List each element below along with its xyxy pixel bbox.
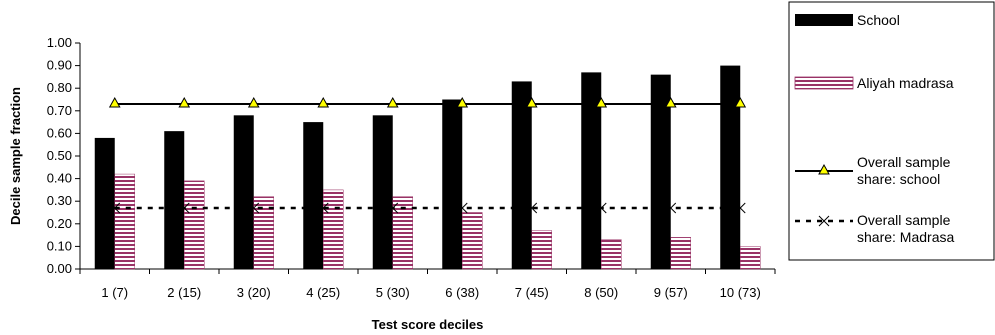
legend-marker-madrasa <box>818 215 830 227</box>
bar-school <box>442 99 463 269</box>
bar-madrasa <box>531 230 552 270</box>
x-tick-label: 1 (7) <box>101 285 128 300</box>
bar-madrasa <box>670 237 691 270</box>
x-axis-title: Test score deciles <box>372 317 484 332</box>
y-tick-label: 0.90 <box>47 58 72 73</box>
marker-overall-madrasa <box>109 202 121 214</box>
bar-school <box>233 115 254 269</box>
marker-overall-school <box>247 96 260 108</box>
y-tick-label: 0.10 <box>47 238 72 253</box>
legend-box <box>788 1 995 261</box>
marker-overall-madrasa <box>178 202 190 214</box>
x-tick-label: 6 (38) <box>445 285 479 300</box>
marker-overall-school <box>178 96 191 108</box>
legend-label-overall-madrasa-2: share: Madrasa <box>857 229 954 245</box>
x-tick-label: 5 (30) <box>376 285 410 300</box>
marker-overall-school <box>386 96 399 108</box>
y-tick-label: 0.70 <box>47 103 72 118</box>
marker-overall-madrasa <box>456 202 468 214</box>
y-tick-label: 0.00 <box>47 261 72 276</box>
x-tick-label: 4 (25) <box>306 285 340 300</box>
bar-school <box>372 115 393 269</box>
legend-marker-school <box>818 163 830 175</box>
legend-label-school: School <box>857 12 900 28</box>
x-tick-label: 2 (15) <box>167 285 201 300</box>
bar-madrasa <box>740 246 761 270</box>
y-axis-title: Decile sample fraction <box>8 87 23 225</box>
bar-school <box>581 72 602 269</box>
x-tick-label: 10 (73) <box>720 285 761 300</box>
marker-overall-madrasa <box>526 202 538 214</box>
bar-school <box>511 81 532 269</box>
bar-school <box>303 122 324 269</box>
legend-label-overall-madrasa-1: Overall sample <box>857 212 951 228</box>
marker-overall-school <box>595 96 608 108</box>
x-tick-label: 8 (50) <box>584 285 618 300</box>
bar-madrasa <box>323 189 344 270</box>
bar-school <box>164 131 185 269</box>
y-tick-label: 0.40 <box>47 171 72 186</box>
x-tick-label: 3 (20) <box>237 285 271 300</box>
marker-overall-school <box>317 96 330 108</box>
legend-label-overall-school-2: share: school <box>857 171 940 187</box>
bar-madrasa <box>114 173 135 270</box>
bar-madrasa <box>392 196 413 270</box>
bar-school <box>650 74 671 269</box>
y-tick-label: 0.20 <box>47 216 72 231</box>
y-tick-label: 1.00 <box>47 35 72 50</box>
x-tick-label: 7 (45) <box>515 285 549 300</box>
y-tick-label: 0.30 <box>47 193 72 208</box>
legend-label-madrasa: Aliyah madrasa <box>857 75 954 91</box>
marker-overall-school <box>664 96 677 108</box>
marker-overall-madrasa <box>734 202 746 214</box>
bar-madrasa <box>184 180 205 270</box>
marker-overall-school <box>525 96 538 108</box>
bar-madrasa <box>601 239 622 270</box>
y-tick-label: 0.50 <box>47 148 72 163</box>
marker-overall-school <box>108 96 121 108</box>
x-tick-label: 9 (57) <box>654 285 688 300</box>
legend-label-overall-school-1: Overall sample <box>857 154 951 170</box>
plot-area: 1.00 0.90 0.80 0.70 0.60 0.50 0.40 0.30 0.20 0.10… <box>8 35 776 332</box>
marker-overall-madrasa <box>387 202 399 214</box>
legend-swatch-school <box>795 14 853 26</box>
bar-madrasa <box>462 212 483 270</box>
marker-overall-madrasa <box>595 202 607 214</box>
marker-overall-madrasa <box>317 202 329 214</box>
marker-overall-school <box>734 96 747 108</box>
y-tick-label: 0.60 <box>47 125 72 140</box>
y-tick-label: 0.80 <box>47 80 72 95</box>
bar-school <box>94 137 115 269</box>
marker-overall-madrasa <box>248 202 260 214</box>
bar-madrasa <box>253 196 274 270</box>
bar-school <box>720 65 741 269</box>
marker-overall-madrasa <box>665 202 677 214</box>
legend-swatch-madrasa <box>794 76 854 90</box>
marker-overall-school <box>456 96 469 108</box>
